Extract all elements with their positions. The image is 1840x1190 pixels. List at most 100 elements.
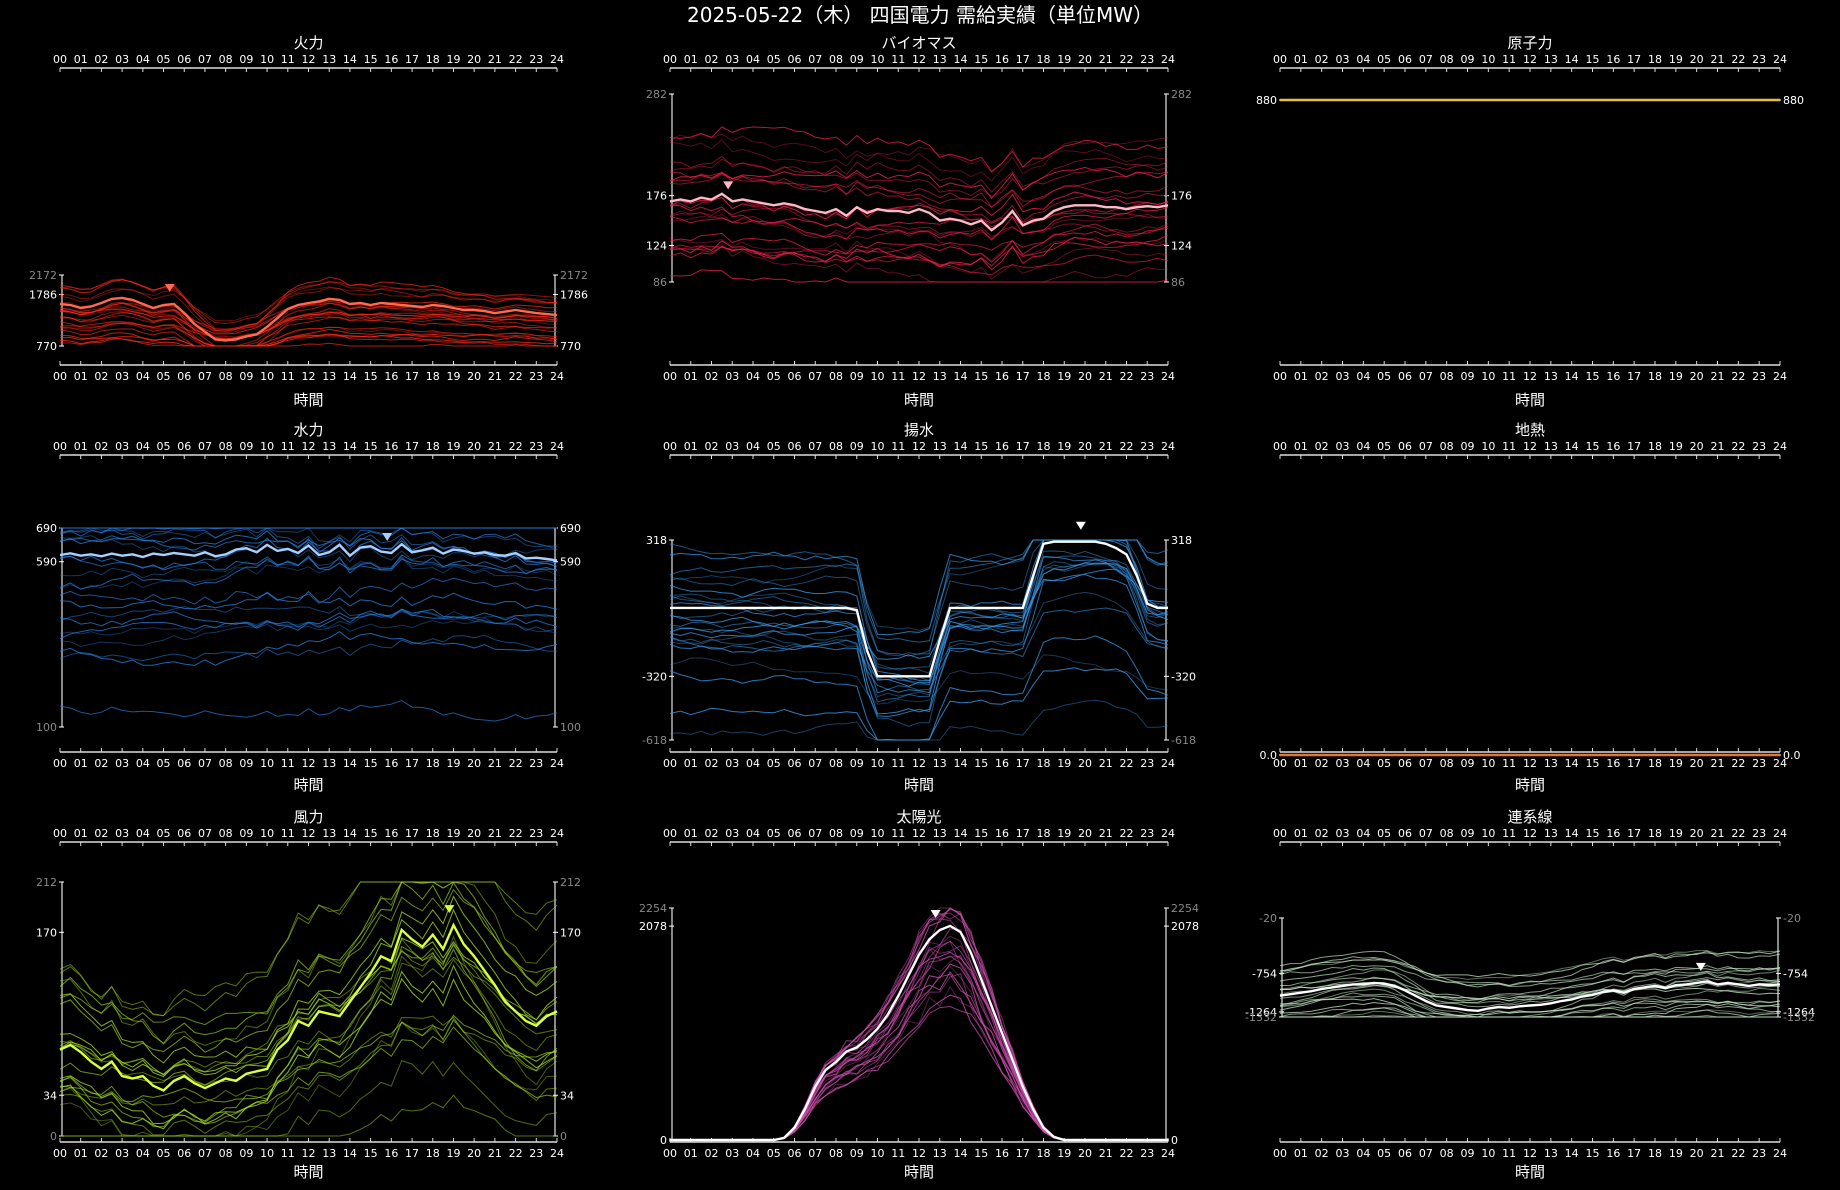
series-line-other-day bbox=[1279, 950, 1781, 978]
hour-tick-label: 05 bbox=[1377, 370, 1391, 383]
series-line-other-day bbox=[59, 1026, 558, 1125]
hour-tick-label: 03 bbox=[725, 757, 739, 770]
hour-tick-label: 00 bbox=[663, 440, 677, 453]
hour-tick-label: 22 bbox=[509, 440, 523, 453]
series-line-other-day bbox=[59, 286, 558, 322]
hour-tick-label: 02 bbox=[1315, 370, 1329, 383]
series-line-other-day bbox=[669, 562, 1169, 674]
hour-tick-label: 15 bbox=[1586, 1147, 1600, 1160]
y-tick-label-right: -618 bbox=[1171, 734, 1196, 747]
y-tick-label-right: 34 bbox=[560, 1089, 574, 1102]
hour-tick-label: 10 bbox=[260, 53, 274, 66]
hour-tick-label: 21 bbox=[1711, 440, 1725, 453]
hour-tick-label: 04 bbox=[136, 757, 150, 770]
hour-tick-label: 01 bbox=[1294, 827, 1308, 840]
series-line-other-day bbox=[59, 308, 558, 347]
hour-tick-label: 04 bbox=[136, 440, 150, 453]
hour-tick-label: 24 bbox=[550, 53, 564, 66]
hour-tick-label: 08 bbox=[219, 440, 233, 453]
hour-tick-label: 00 bbox=[1273, 1147, 1287, 1160]
series-line-other-day bbox=[59, 556, 558, 582]
hour-tick-label: 09 bbox=[1461, 440, 1475, 453]
hour-tick-label: 16 bbox=[384, 757, 398, 770]
hour-tick-label: 16 bbox=[995, 1147, 1009, 1160]
y-tick-label-right: 124 bbox=[1171, 240, 1192, 253]
series-line-other-day bbox=[1279, 992, 1781, 1018]
hour-tick-label: 21 bbox=[488, 1147, 502, 1160]
hour-tick-label: 18 bbox=[426, 827, 440, 840]
hour-tick-label: 15 bbox=[364, 440, 378, 453]
hour-tick-label: 17 bbox=[405, 757, 419, 770]
series-line-other-day bbox=[59, 888, 558, 1026]
series-line-other-day bbox=[669, 539, 1169, 657]
hour-tick-label: 18 bbox=[1037, 370, 1051, 383]
series-line-other-day bbox=[669, 539, 1169, 657]
hour-tick-label: 01 bbox=[1294, 370, 1308, 383]
hour-tick-label: 00 bbox=[53, 370, 67, 383]
hour-tick-label: 21 bbox=[1099, 53, 1113, 66]
panel-title: 風力 bbox=[293, 808, 323, 826]
hour-tick-label: 13 bbox=[933, 1147, 947, 1160]
hour-tick-label: 13 bbox=[322, 1147, 336, 1160]
series-line-other-day bbox=[59, 958, 558, 1087]
hour-tick-label: 10 bbox=[260, 827, 274, 840]
hour-tick-label: 03 bbox=[725, 1147, 739, 1160]
hour-tick-label: 20 bbox=[1078, 1147, 1092, 1160]
series-line-other-day bbox=[59, 908, 558, 1076]
series-line-other-day bbox=[669, 539, 1169, 643]
hour-tick-label: 02 bbox=[94, 827, 108, 840]
hour-tick-label: 14 bbox=[954, 53, 968, 66]
hour-tick-label: 07 bbox=[1419, 1147, 1433, 1160]
hour-tick-label: 04 bbox=[1356, 1147, 1370, 1160]
hour-tick-label: 10 bbox=[260, 440, 274, 453]
series-line-other-day bbox=[59, 938, 558, 1076]
peak-marker bbox=[723, 181, 734, 190]
hour-tick-label: 00 bbox=[1273, 757, 1287, 770]
hour-tick-label: 12 bbox=[1523, 1147, 1537, 1160]
hour-tick-label: 18 bbox=[1648, 757, 1662, 770]
hour-tick-label: 22 bbox=[1731, 370, 1745, 383]
series-line-other-day bbox=[59, 527, 558, 568]
hour-tick-label: 24 bbox=[1773, 1147, 1787, 1160]
hour-tick-label: 19 bbox=[446, 757, 460, 770]
hour-tick-label: 08 bbox=[829, 827, 843, 840]
hour-tick-label: 03 bbox=[115, 440, 129, 453]
hour-tick-label: 05 bbox=[1377, 757, 1391, 770]
hour-tick-label: 07 bbox=[198, 1147, 212, 1160]
panel-title: 火力 bbox=[293, 34, 323, 52]
hour-tick-label: 01 bbox=[74, 370, 88, 383]
series-line-other-day bbox=[59, 1015, 558, 1106]
hour-tick-label: 09 bbox=[1461, 1147, 1475, 1160]
panel-hydro: 水力 00 01 02 03 04 05 06 07 08 09 10 11 12 13 14 15 16 17 18… bbox=[36, 421, 581, 794]
hour-tick-label: 17 bbox=[1016, 1147, 1030, 1160]
hour-tick-label: 12 bbox=[1523, 370, 1537, 383]
hour-tick-label: 14 bbox=[1565, 757, 1579, 770]
hour-tick-label: 21 bbox=[1099, 440, 1113, 453]
y-tick-label-right: 176 bbox=[1171, 190, 1192, 203]
series-line-today bbox=[670, 924, 1168, 1142]
hour-tick-label: 24 bbox=[550, 757, 564, 770]
hour-tick-label: 02 bbox=[1315, 1147, 1329, 1160]
hour-tick-label: 04 bbox=[746, 827, 760, 840]
hour-tick-label: 18 bbox=[1037, 827, 1051, 840]
series-line-other-day bbox=[670, 986, 1168, 1141]
hour-tick-label: 14 bbox=[343, 53, 357, 66]
series-line-other-day bbox=[669, 667, 1169, 741]
hour-tick-label: 16 bbox=[1606, 827, 1620, 840]
series-line-other-day bbox=[669, 137, 1169, 174]
hour-tick-label: 13 bbox=[933, 440, 947, 453]
hour-tick-label: 18 bbox=[426, 440, 440, 453]
y-tick-label-right: -754 bbox=[1783, 967, 1808, 980]
series-line-other-day bbox=[59, 276, 558, 332]
series-line-other-day bbox=[59, 608, 558, 640]
hour-tick-label: 14 bbox=[954, 757, 968, 770]
hour-tick-label: 13 bbox=[933, 370, 947, 383]
y-tick-label-right: 770 bbox=[560, 340, 581, 353]
hour-tick-label: 21 bbox=[1099, 1147, 1113, 1160]
hour-tick-label: 05 bbox=[1377, 827, 1391, 840]
hour-tick-label: 21 bbox=[1099, 827, 1113, 840]
hour-tick-label: 11 bbox=[1502, 757, 1516, 770]
hour-tick-label: 11 bbox=[891, 440, 905, 453]
hour-tick-label: 17 bbox=[1627, 1147, 1641, 1160]
